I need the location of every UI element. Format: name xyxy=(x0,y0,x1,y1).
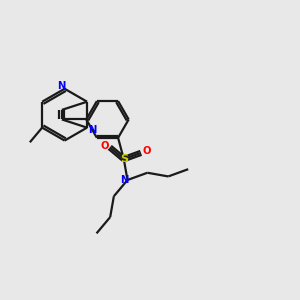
Text: S: S xyxy=(120,154,128,164)
Text: N: N xyxy=(57,81,65,92)
Text: O: O xyxy=(142,146,151,156)
Text: N: N xyxy=(120,175,128,185)
Text: O: O xyxy=(100,141,109,151)
Text: N: N xyxy=(88,125,97,135)
